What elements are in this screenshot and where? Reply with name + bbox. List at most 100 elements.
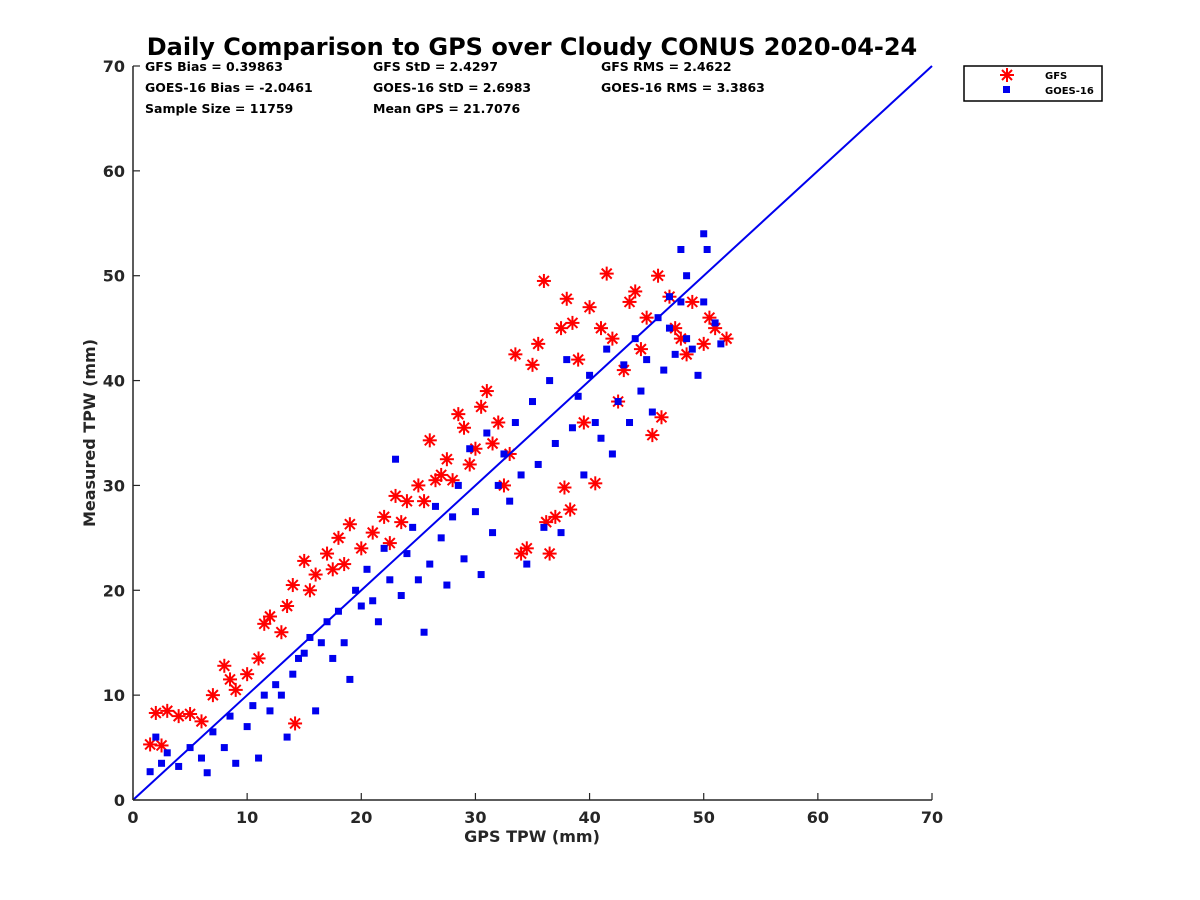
goes16-data-point [232,759,240,767]
goes16-data-point [683,335,691,343]
gfs-data-point [411,478,426,493]
gfs-data-point [399,494,414,509]
gfs-data-point [485,436,500,451]
goes16-data-point [152,733,160,741]
goes16-data-point [197,754,205,762]
gfs-data-point [308,567,323,582]
goes16-data-point [703,246,711,253]
gfs-data-point [302,583,317,598]
goes16-bias-text: GOES-16 Bias = -2.0461 [145,80,313,95]
y-tick-label: 40 [103,372,125,391]
gfs-data-point [479,384,494,399]
goes16-data-point [426,560,434,568]
gfs-data-point [280,599,295,614]
goes16-data-point [523,560,531,568]
goes16-data-point [637,387,645,395]
gfs-data-point [422,433,437,448]
gfs-data-point [622,294,637,309]
axes [132,65,933,801]
goes16-data-point [386,576,394,584]
gfs-data-point [685,294,700,309]
goes16-data-point [414,576,422,584]
tick-labels: 0 10 20 30 40 50 60 70 0 10 20 30 40 50 60 70 [103,57,943,827]
goes16-data-point [683,272,691,280]
gfs-data-point [654,410,669,425]
goes16-data-point [437,534,445,542]
y-tick-label: 70 [103,57,125,76]
gfs-data-point [262,609,277,624]
goes16-data-point [449,513,457,521]
x-tick-label: 60 [807,808,829,827]
goes16-data-point [643,356,651,364]
goes16-data-point [506,497,514,505]
stats-block: GFS Bias = 0.39863 GFS StD = 2.4297 GFS … [145,59,765,116]
y-tick-label: 60 [103,162,125,181]
gfs-data-point [325,562,340,577]
goes16-data-point [346,675,354,683]
gfs-data-point [240,667,255,682]
gfs-data-point [605,331,620,346]
goes16-data-point [620,361,628,369]
gfs-data-point [160,703,175,718]
x-axis-title: GPS TPW (mm) [464,827,600,846]
gfs-data-point [599,266,614,281]
goes16-data-point [517,471,525,479]
goes16-data-point [397,592,405,600]
gfs-data-point [462,457,477,472]
goes16-data-point [249,702,257,710]
goes16-data-point [574,392,582,400]
gfs-data-point [542,546,557,561]
goes16-data-point [626,419,634,427]
x-tick-label: 20 [350,808,372,827]
goes16-data-point [471,508,479,516]
gfs-data-point [183,707,198,722]
y-tick-label: 20 [103,581,125,600]
goes16-data-point [700,230,708,238]
goes16-data-point [665,324,673,332]
gfs-data-point [588,476,603,491]
goes16-data-point [483,429,491,437]
goes16-data-point [420,628,428,636]
x-tick-label: 70 [921,808,943,827]
goes16-data-point [568,424,576,432]
legend-gfs-marker-icon [1000,68,1014,82]
gfs-data-point [388,488,403,503]
gfs-data-point [571,352,586,367]
goes16-data-point [597,434,605,442]
gfs-data-point [508,347,523,362]
goes16-data-point [603,345,611,353]
gfs-data-point [394,515,409,530]
goes16-data-point [431,502,439,510]
gfs-bias-text: GFS Bias = 0.39863 [145,59,283,74]
goes16-data-point [591,419,599,427]
sample-size-text: Sample Size = 11759 [145,101,293,116]
gfs-data-point [297,553,312,568]
x-tick-label: 30 [464,808,486,827]
x-tick-label: 0 [127,808,138,827]
gfs-data-point [474,399,489,414]
goes16-data-point [329,654,337,662]
goes16-data-point [295,654,303,662]
goes16-data-point [700,298,708,306]
gfs-data-point [342,517,357,532]
gfs-data-point [285,578,300,593]
goes16-data-point [711,319,719,327]
y-axis-title: Measured TPW (mm) [80,339,99,527]
goes16-data-point [580,471,588,479]
goes16-data-point [586,371,594,379]
goes16-data-point [660,366,668,374]
gfs-data-point [257,616,272,631]
gfs-data-point [434,467,449,482]
goes16-data-point [203,769,211,777]
goes16-data-point [608,450,616,458]
x-tick-label: 50 [693,808,715,827]
gfs-data-point [576,415,591,430]
goes16-data-point [369,597,377,605]
goes16-data-point [671,350,679,358]
goes16-data-point [546,377,554,385]
gfs-data-point [563,502,578,517]
gfs-data-point [365,525,380,540]
goes16-data-point [648,408,656,416]
gfs-data-point [194,714,209,729]
